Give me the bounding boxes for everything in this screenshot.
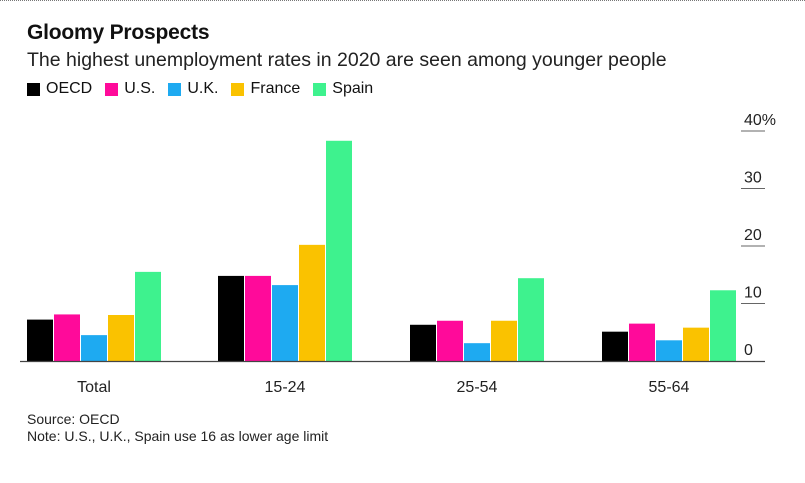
legend-item-oecd: OECD <box>27 80 92 98</box>
chart-subtitle: The highest unemployment rates in 2020 a… <box>27 49 667 71</box>
x-tick-label-55-64: 55-64 <box>649 379 690 396</box>
footnote: Note: U.S., U.K., Spain use 16 as lower … <box>27 428 329 444</box>
chart-footer: Source: OECD Note: U.S., U.K., Spain use… <box>27 411 328 445</box>
bar-u-s-25-54 <box>437 320 463 361</box>
legend-label-spain: Spain <box>332 80 374 97</box>
y-tick-label-20: 20 <box>744 227 762 244</box>
x-tick-label-total: Total <box>77 379 111 396</box>
bar-oecd-55-64 <box>602 331 628 361</box>
legend-item-uk: U.K. <box>168 80 218 98</box>
bar-france-55-64 <box>683 327 709 361</box>
bar-oecd-25-54 <box>410 324 436 361</box>
legend-label-oecd: OECD <box>46 80 93 97</box>
y-tick-label-40: 40% <box>744 112 776 129</box>
source-note: Source: OECD <box>27 411 120 427</box>
x-tick-label-25-54: 25-54 <box>457 379 498 396</box>
legend-label-us: U.S. <box>124 80 156 97</box>
legend-label-france: France <box>250 80 301 97</box>
bar-spain-25-54 <box>518 278 544 361</box>
chart-legend: OECD U.S. U.K. France Spain <box>27 80 386 98</box>
bar-oecd-15-24 <box>218 275 244 361</box>
bar-spain-total <box>135 271 161 361</box>
bar-france-total <box>108 315 134 361</box>
legend-item-france: France <box>231 80 300 98</box>
bar-spain-55-64 <box>710 290 736 361</box>
bar-u-k-total <box>81 335 107 361</box>
bar-france-25-54 <box>491 320 517 361</box>
legend-swatch-spain <box>313 82 327 96</box>
legend-swatch-us <box>105 82 119 96</box>
x-tick-label-15-24: 15-24 <box>265 379 306 396</box>
legend-swatch-uk <box>168 82 182 96</box>
bar-u-k-25-54 <box>464 343 490 361</box>
bar-spain-15-24 <box>326 140 352 361</box>
y-tick-label-30: 30 <box>744 170 762 187</box>
legend-swatch-oecd <box>27 82 40 96</box>
top-dotted-border <box>0 0 805 1</box>
bar-u-s-15-24 <box>245 275 271 361</box>
y-tick-label-10: 10 <box>744 285 762 302</box>
bar-france-15-24 <box>299 244 325 361</box>
bar-u-s-total <box>54 314 80 361</box>
chart-title: Gloomy Prospects <box>27 21 210 44</box>
bar-u-s-55-64 <box>629 323 655 361</box>
legend-swatch-france <box>231 82 245 96</box>
bar-u-k-55-64 <box>656 340 682 361</box>
legend-label-uk: U.K. <box>187 80 219 97</box>
bar-u-k-15-24 <box>272 285 298 361</box>
legend-item-spain: Spain <box>313 80 373 98</box>
bar-oecd-total <box>27 319 53 361</box>
legend-item-us: U.S. <box>105 80 155 98</box>
y-tick-label-0: 0 <box>744 342 753 359</box>
